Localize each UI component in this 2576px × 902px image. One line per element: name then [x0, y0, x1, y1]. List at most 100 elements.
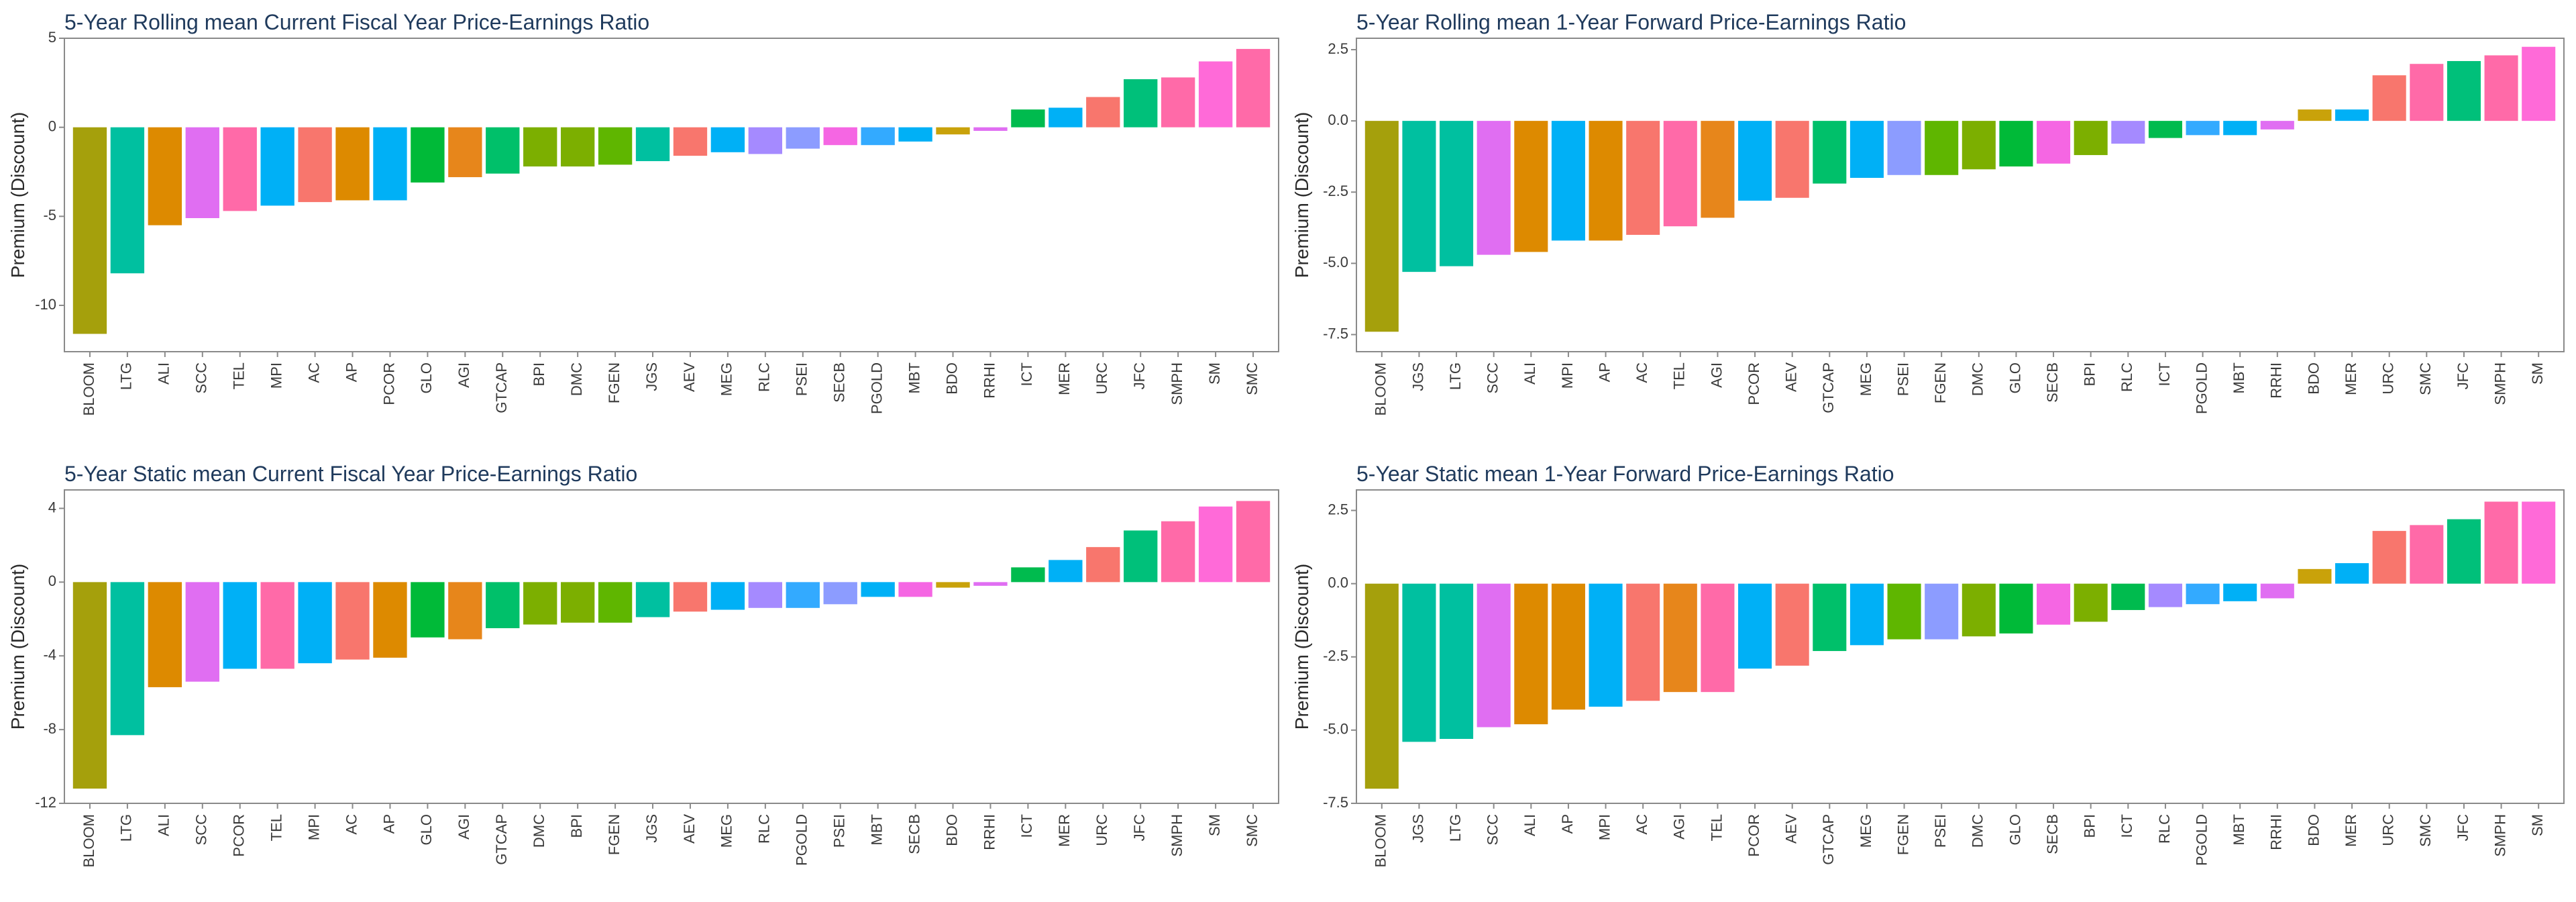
bar-ac	[1626, 583, 1660, 701]
x-tick-label: SM	[2529, 362, 2546, 385]
bar-ap	[335, 127, 370, 201]
bar-smph	[2484, 501, 2518, 584]
bar-ap	[1589, 121, 1623, 241]
x-tick-label: LTG	[1447, 362, 1464, 390]
x-tick-label: AEV	[1783, 814, 1800, 844]
chart-title: 5-Year Static mean Current Fiscal Year P…	[64, 462, 637, 486]
x-tick-label: AEV	[681, 362, 698, 392]
y-tick-label: -8	[43, 720, 56, 737]
x-tick-label: JGS	[643, 814, 660, 843]
bar-mpi	[1551, 121, 1585, 241]
bar-ali	[148, 127, 182, 225]
y-tick-label: -4	[43, 646, 56, 663]
x-tick-label: SECB	[2044, 362, 2061, 403]
chart-title: 5-Year Rolling mean Current Fiscal Year …	[64, 10, 649, 34]
x-tick-label: PCOR	[380, 362, 397, 405]
bar-meg	[710, 582, 745, 610]
bar-ap	[373, 582, 407, 658]
x-tick-label: PSEI	[794, 362, 810, 396]
x-tick-label: BDO	[2305, 814, 2322, 846]
x-tick-label: SECB	[906, 814, 922, 854]
y-tick-label: -7.5	[1323, 794, 1348, 811]
x-tick-label: MBT	[868, 814, 885, 845]
bar-jfc	[2447, 60, 2481, 121]
x-tick-label: AEV	[1783, 362, 1800, 392]
x-tick-label: DMC	[1970, 362, 1986, 396]
bar-mbt	[2223, 583, 2257, 601]
plot-frame	[64, 38, 1279, 352]
x-tick-label: JGS	[1409, 362, 1426, 391]
bar-tel	[1663, 121, 1697, 227]
y-axis-label: Premium (Discount)	[1291, 564, 1312, 730]
y-axis-label: Premium (Discount)	[7, 112, 28, 278]
x-tick-label: RRHI	[2268, 814, 2285, 850]
x-tick-label: MBT	[2231, 814, 2247, 845]
x-tick-label: RRHI	[981, 814, 998, 850]
x-tick-label: SCC	[193, 362, 210, 394]
x-tick-label: MEG	[718, 362, 735, 396]
x-tick-label: MEG	[718, 814, 735, 848]
bar-dmc	[1962, 583, 1996, 637]
x-tick-label: RLC	[2156, 814, 2173, 844]
x-tick-label: PGOLD	[794, 814, 810, 866]
x-tick-label: BPI	[531, 362, 547, 386]
bar-urc	[1086, 97, 1120, 128]
bar-jgs	[1402, 121, 1436, 272]
x-tick-label: AC	[305, 362, 322, 383]
bar-fgen	[598, 582, 633, 623]
x-tick-label: AGI	[1671, 814, 1688, 840]
x-tick-label: MPI	[268, 362, 284, 389]
bar-bpi	[560, 582, 595, 623]
bar-pcor	[1738, 121, 1772, 201]
x-tick-label: BLOOM	[1373, 814, 1389, 867]
x-tick-label: JFC	[2455, 362, 2471, 389]
x-tick-label: SECB	[2044, 814, 2061, 854]
chart-panel-3: 5-Year Static mean Current Fiscal Year P…	[7, 462, 1279, 867]
x-tick-label: AP	[1596, 362, 1613, 382]
bar-glo	[411, 582, 445, 638]
y-tick-label: -10	[35, 296, 56, 313]
y-tick-label: -2.5	[1323, 183, 1348, 199]
bar-meg	[710, 127, 745, 152]
x-tick-label: DMC	[568, 362, 585, 396]
bar-smc	[2410, 525, 2444, 584]
bar-pgold	[786, 582, 820, 608]
bar-psei	[1887, 121, 1921, 175]
x-tick-label: LTG	[118, 362, 135, 390]
chart-title: 5-Year Rolling mean 1-Year Forward Price…	[1356, 10, 1906, 34]
x-tick-label: TEL	[1708, 814, 1725, 841]
bar-secb	[2037, 583, 2071, 625]
plot-frame	[1356, 38, 2565, 352]
bar-bloom	[72, 582, 107, 789]
x-tick-label: MPI	[1559, 362, 1576, 389]
bar-agi	[1701, 121, 1735, 218]
chart-title: 5-Year Static mean 1-Year Forward Price-…	[1356, 462, 1894, 486]
bar-tel	[260, 582, 294, 669]
bar-smph	[1161, 77, 1195, 128]
y-tick-label: 0	[48, 117, 56, 134]
x-tick-label: MBT	[906, 362, 922, 393]
bar-pcor	[1738, 583, 1772, 669]
bar-ac	[298, 127, 332, 203]
bar-mer	[1049, 560, 1083, 583]
x-tick-label: ICT	[2156, 362, 2173, 386]
x-tick-label: PCOR	[1746, 814, 1762, 857]
x-tick-label: JGS	[643, 362, 660, 391]
x-tick-label: ALI	[1521, 814, 1538, 836]
x-tick-label: JGS	[1409, 814, 1426, 843]
y-tick-label: 0	[48, 572, 56, 589]
x-tick-label: ALI	[156, 362, 172, 385]
x-tick-label: SMC	[2417, 814, 2434, 847]
x-tick-label: BLOOM	[80, 814, 97, 867]
bar-gtcap	[486, 582, 520, 629]
bar-gtcap	[1813, 121, 1847, 184]
bar-agi	[1663, 583, 1697, 693]
x-tick-label: ALI	[156, 814, 172, 836]
chart-panel-1: 5-Year Rolling mean Current Fiscal Year …	[7, 10, 1279, 415]
bar-ict	[1011, 109, 1045, 128]
bar-ac	[1626, 121, 1660, 235]
bar-mer	[1049, 107, 1083, 128]
y-axis-label: Premium (Discount)	[1291, 112, 1312, 278]
x-tick-label: SMPH	[1169, 362, 1185, 405]
bar-bdo	[936, 582, 970, 588]
